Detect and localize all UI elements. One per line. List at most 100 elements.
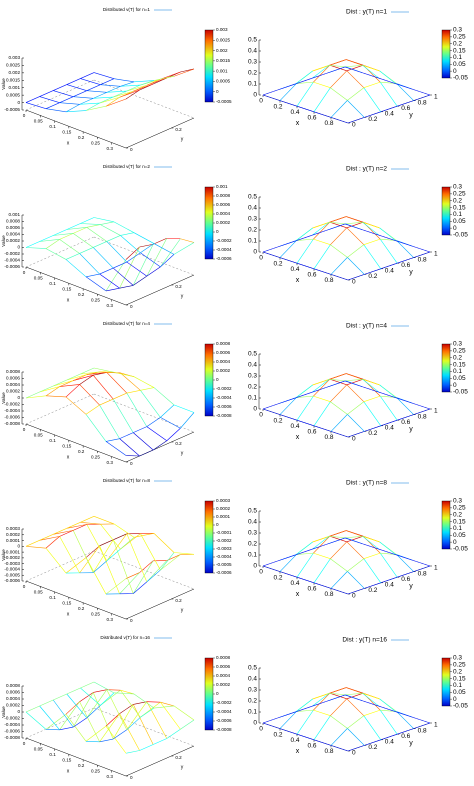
- colorbar-tick-label: 0.2: [453, 354, 462, 361]
- mesh-segment: [312, 536, 330, 543]
- mesh-segment: [279, 240, 296, 247]
- mesh-segment: [52, 699, 74, 728]
- mesh-segment: [412, 246, 431, 253]
- mesh-segment: [153, 75, 175, 81]
- mesh-segment: [59, 102, 80, 105]
- colorbar-tick-label: 0.05: [453, 689, 466, 696]
- y-tick-label: 0: [130, 147, 133, 152]
- mesh-segment: [113, 523, 135, 538]
- x-tick-label: 0.6: [307, 272, 316, 279]
- colorbar-tick-label: -0.0008: [216, 727, 232, 732]
- z-tick-label: 0.002: [9, 70, 21, 75]
- z-tick-label: 0: [17, 245, 20, 250]
- z-tick-label: 0.5: [248, 37, 257, 44]
- x-axis-label: x: [296, 591, 300, 598]
- chart-panel: Distributed v(T) for n=4 0 0.05 0.1 0.15 0.2 0…: [1, 321, 232, 466]
- mesh-segment: [362, 65, 380, 79]
- z-tick-label: 0.2: [248, 541, 257, 548]
- chart-panel: Distributed v(T) for n=2 0 0.05 0.1 0.15 0.2 0…: [1, 164, 232, 309]
- x-tick-label: 0.05: [34, 119, 43, 124]
- mesh-segment: [262, 408, 281, 415]
- mesh-segment: [79, 98, 94, 105]
- mesh-segment: [329, 530, 347, 537]
- mesh-segment: [363, 87, 382, 112]
- mesh-segment: [330, 117, 349, 124]
- mesh-segment: [279, 711, 296, 718]
- z-tick-label: 0.5: [248, 194, 257, 201]
- mesh-segment: [73, 96, 94, 99]
- mesh-segment: [380, 105, 398, 113]
- z-tick-label: 0: [17, 544, 20, 549]
- y-tick-label: 1: [434, 251, 438, 258]
- mesh-segment: [279, 711, 297, 729]
- mesh-segment: [85, 414, 107, 442]
- x-tick-label: 0.4: [290, 266, 299, 273]
- x-axis-label: x: [296, 277, 300, 284]
- mesh-segment: [125, 572, 140, 579]
- mesh-segment: [125, 750, 140, 754]
- mesh-segment: [45, 536, 60, 549]
- z-tick-label: 0.1: [248, 552, 257, 559]
- mesh-segment: [133, 432, 154, 451]
- mesh-segment: [296, 733, 315, 741]
- mesh-segment: [100, 523, 121, 550]
- x-axis-label: x: [67, 611, 70, 617]
- x-axis: [25, 737, 127, 777]
- y-tick-label: 0: [352, 436, 356, 443]
- mesh-segment: [313, 221, 331, 240]
- mesh-segment: [80, 371, 101, 375]
- z-tick-label: 0.0003: [6, 526, 20, 531]
- mesh-segment: [79, 701, 100, 742]
- mesh-segment: [92, 247, 114, 269]
- mesh-segment: [106, 533, 128, 562]
- mesh-segment: [133, 80, 155, 83]
- z-axis-label: Value: [1, 549, 6, 561]
- colorbar-tick-label: 0.0006: [216, 202, 230, 207]
- floor-edge: [25, 79, 95, 111]
- mesh-segment: [312, 536, 330, 550]
- mesh-segment: [140, 387, 155, 391]
- mesh-segment: [347, 117, 365, 124]
- mesh-segment: [85, 545, 100, 558]
- mesh-segment: [330, 257, 348, 275]
- mesh-segment: [279, 257, 298, 264]
- mesh-segment: [65, 259, 87, 278]
- z-tick-label: 0.4: [248, 676, 257, 683]
- z-tick-label: 0: [17, 709, 20, 714]
- mesh-segment: [79, 374, 94, 385]
- y-tick-label: 0.8: [418, 727, 427, 734]
- mesh-segment: [106, 689, 128, 730]
- mesh-segment: [378, 548, 397, 556]
- y-tick-label: 0: [130, 304, 133, 309]
- mesh-segment: [133, 275, 147, 286]
- mesh-segment: [413, 251, 431, 258]
- x-tick-label: 0.1: [49, 438, 56, 443]
- mesh-segment: [125, 246, 140, 260]
- y-tick-label: 1: [434, 565, 438, 572]
- mesh-segment: [262, 717, 280, 724]
- x-axis-label: x: [296, 748, 300, 755]
- colorbar: [441, 186, 451, 236]
- mesh-segment: [396, 240, 414, 258]
- x-tick-label: 0.2: [78, 449, 85, 454]
- mesh-segment: [65, 104, 80, 113]
- mesh-segment: [53, 90, 74, 97]
- mesh-segment: [296, 576, 315, 584]
- chart-panel: Dist : y(T) n=2 0 0.2 0.4 0.6 0.8 0 0.2 0.4 0.6 0.…: [248, 166, 468, 286]
- mesh-segment: [344, 380, 363, 387]
- mesh-segment: [346, 384, 365, 402]
- mesh-segment: [173, 242, 195, 255]
- mesh-segment: [146, 417, 161, 427]
- legend-label: Dist : y(T) n=8: [346, 480, 387, 487]
- z-tick-label: 0.1: [248, 81, 257, 88]
- z-tick-label: 0.2: [248, 384, 257, 391]
- mesh-segment: [120, 232, 135, 236]
- colorbar-tick-label: 0.0004: [216, 359, 230, 364]
- mesh-segment: [113, 267, 134, 286]
- mesh-segment: [347, 274, 365, 281]
- mesh-segment: [379, 227, 397, 242]
- colorbar-tick-label: -0.0003: [216, 546, 232, 551]
- colorbar-tick-label: 0.15: [453, 675, 466, 682]
- mesh-segment: [347, 87, 364, 101]
- mesh-segment: [105, 441, 127, 456]
